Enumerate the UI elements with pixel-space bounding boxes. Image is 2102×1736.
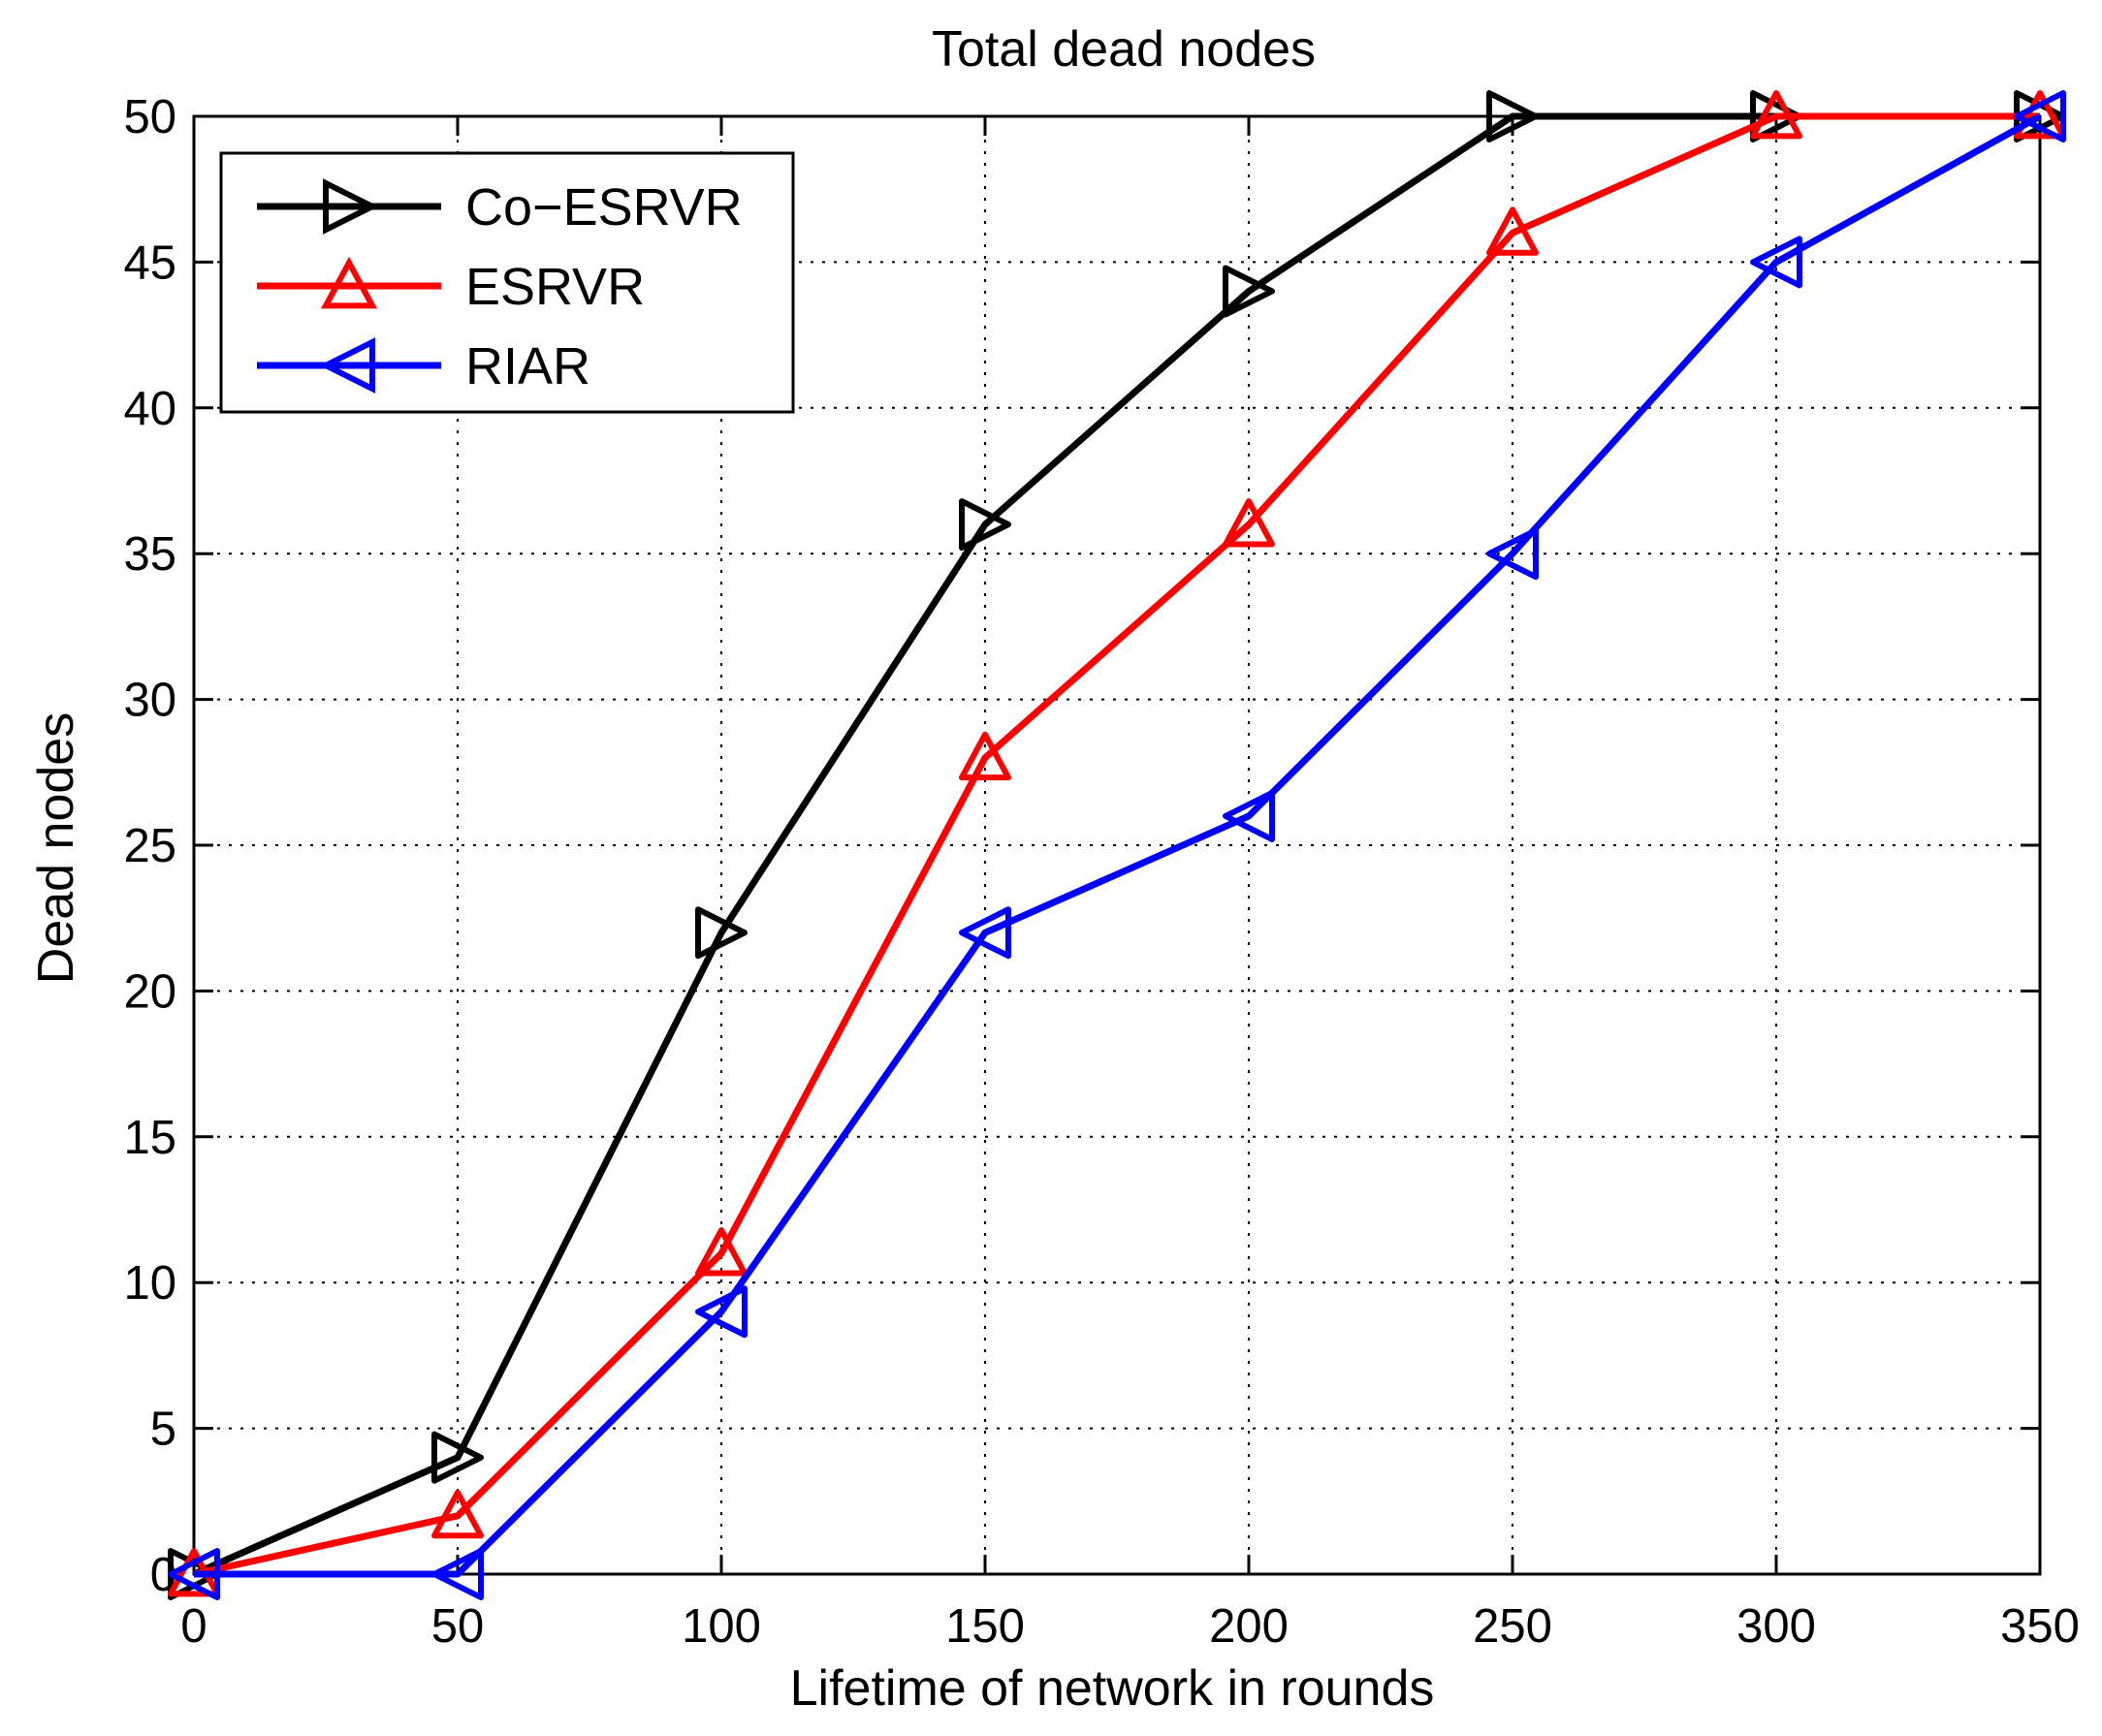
x-tick-label: 300 bbox=[1736, 1600, 1816, 1653]
data-point bbox=[959, 731, 1011, 781]
data-point bbox=[695, 1227, 748, 1277]
x-axis-tick-labels: 0 50 100 150 200 250 300 350 bbox=[180, 1600, 2080, 1653]
data-point bbox=[1486, 527, 1539, 581]
y-tick-label: 10 bbox=[123, 1257, 176, 1310]
data-point bbox=[1223, 789, 1275, 842]
y-tick-label: 40 bbox=[123, 383, 176, 435]
y-tick-label: 35 bbox=[123, 528, 176, 581]
x-tick-label: 250 bbox=[1473, 1600, 1552, 1653]
series-group bbox=[168, 90, 2066, 1600]
x-axis-label: Lifetime of network in rounds bbox=[790, 1660, 1435, 1717]
legend-marker bbox=[320, 256, 378, 309]
data-point bbox=[2014, 90, 2066, 140]
y-tick-label: 45 bbox=[123, 237, 176, 289]
data-point bbox=[959, 906, 1011, 960]
legend-label: Co−ESRVR bbox=[465, 178, 743, 237]
legend-item-riar: RIAR bbox=[257, 337, 590, 395]
x-tick-label: 150 bbox=[945, 1600, 1025, 1653]
legend: Co−ESRVR ESRVR RIAR bbox=[219, 151, 795, 414]
data-point bbox=[2014, 90, 2066, 142]
y-tick-label: 50 bbox=[123, 91, 176, 143]
grid-lines bbox=[194, 116, 2040, 1574]
series-line bbox=[194, 112, 2042, 1578]
data-point bbox=[431, 1431, 484, 1484]
legend-label: ESRVR bbox=[465, 258, 645, 316]
data-point bbox=[431, 1489, 484, 1539]
data-point bbox=[1486, 206, 1539, 256]
legend-marker bbox=[323, 178, 379, 235]
x-tick-label: 350 bbox=[2000, 1600, 2080, 1653]
data-point bbox=[1750, 90, 1802, 140]
data-point bbox=[1486, 90, 1539, 142]
y-axis-label: Dead nodes bbox=[28, 712, 84, 984]
data-point bbox=[1750, 236, 1802, 289]
legend-label: RIAR bbox=[465, 337, 590, 395]
data-point bbox=[1223, 265, 1275, 318]
y-tick-label: 25 bbox=[123, 820, 176, 872]
x-tick-label: 50 bbox=[431, 1600, 485, 1653]
data-point bbox=[959, 498, 1011, 552]
y-tick-label: 20 bbox=[123, 965, 176, 1018]
x-tick-label: 100 bbox=[682, 1600, 761, 1653]
series-riar bbox=[168, 90, 2066, 1600]
legend-marker bbox=[319, 337, 375, 394]
y-tick-label: 15 bbox=[123, 1112, 176, 1164]
series-line bbox=[192, 112, 2040, 1578]
data-point bbox=[431, 1548, 484, 1600]
data-point bbox=[1750, 90, 1802, 142]
data-point bbox=[1223, 498, 1275, 548]
chart-title: Total dead nodes bbox=[932, 21, 1316, 78]
y-tick-label: 5 bbox=[150, 1404, 176, 1456]
data-point bbox=[695, 1285, 748, 1339]
y-tick-label: 30 bbox=[123, 675, 176, 727]
legend-item-co-esrvr: Co−ESRVR bbox=[257, 178, 743, 237]
x-tick-label: 200 bbox=[1209, 1600, 1289, 1653]
legend-item-esrvr: ESRVR bbox=[257, 256, 645, 316]
data-point bbox=[168, 1548, 220, 1600]
data-point bbox=[695, 906, 748, 960]
x-tick-label: 0 bbox=[180, 1600, 207, 1653]
series-line bbox=[193, 112, 2040, 1578]
